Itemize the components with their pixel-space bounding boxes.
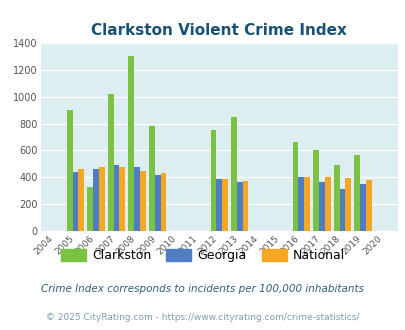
Bar xyxy=(222,179,227,231)
Text: Crime Index corresponds to incidents per 100,000 inhabitants: Crime Index corresponds to incidents per… xyxy=(41,284,364,294)
Bar xyxy=(99,167,104,231)
Bar xyxy=(345,178,350,231)
Bar xyxy=(236,182,242,231)
Bar xyxy=(72,172,78,231)
Bar xyxy=(230,117,236,231)
Bar xyxy=(292,142,298,231)
Bar xyxy=(78,169,84,231)
Title: Clarkston Violent Crime Index: Clarkston Violent Crime Index xyxy=(91,22,346,38)
Bar xyxy=(160,173,166,231)
Bar xyxy=(108,94,113,231)
Bar xyxy=(87,187,93,231)
Bar xyxy=(154,175,160,231)
Bar xyxy=(134,167,140,231)
Bar xyxy=(119,167,125,231)
Bar xyxy=(313,150,318,231)
Bar xyxy=(359,184,365,231)
Legend: Clarkston, Georgia, National: Clarkston, Georgia, National xyxy=(57,246,348,266)
Bar xyxy=(149,126,154,231)
Bar xyxy=(318,182,324,231)
Bar xyxy=(339,189,345,231)
Bar xyxy=(128,56,134,231)
Bar xyxy=(365,180,371,231)
Bar xyxy=(333,165,339,231)
Bar xyxy=(93,169,99,231)
Text: © 2025 CityRating.com - https://www.cityrating.com/crime-statistics/: © 2025 CityRating.com - https://www.city… xyxy=(46,313,359,322)
Bar xyxy=(303,177,309,231)
Bar xyxy=(113,165,119,231)
Bar xyxy=(242,181,248,231)
Bar xyxy=(354,155,359,231)
Bar xyxy=(324,177,330,231)
Bar xyxy=(216,179,222,231)
Bar xyxy=(298,177,303,231)
Bar xyxy=(67,110,72,231)
Bar xyxy=(210,130,216,231)
Bar xyxy=(140,171,145,231)
